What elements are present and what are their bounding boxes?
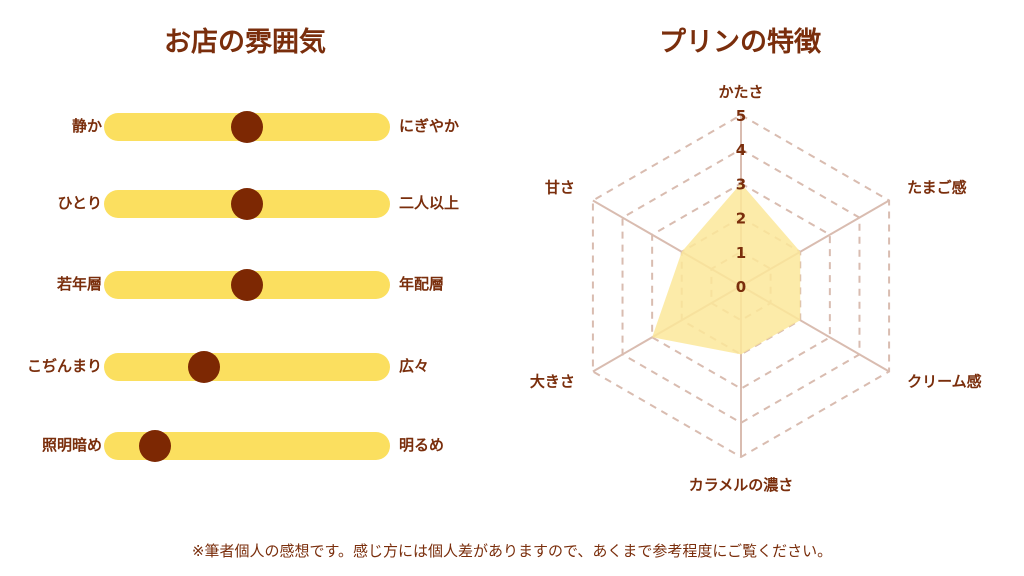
footnote: ※筆者個人の感想です。感じ方には個人差がありますので、あくまで参考程度にご覧くだ… <box>191 542 833 560</box>
radar-tick-label: 0 <box>736 278 746 296</box>
slider-row-quiet-lively: 静か にぎやか <box>0 106 520 146</box>
radar-tick-label: 3 <box>736 175 746 193</box>
slider-left-label: ひとり <box>57 194 102 212</box>
radar-axis-label: たまご感 <box>907 179 967 197</box>
radar-data-area <box>652 183 801 355</box>
slider-knob <box>188 351 221 383</box>
slider-track <box>104 188 390 220</box>
radar-axis-label: かたさ <box>718 83 763 101</box>
radar-tick-label: 5 <box>736 107 746 125</box>
slider-row-cozy-spacious: こぢんまり 広々 <box>0 346 520 386</box>
radar-tick-label: 4 <box>736 141 746 159</box>
atmosphere-title: お店の雰囲気 <box>164 27 326 58</box>
radar-axis-label: クリーム感 <box>907 373 982 391</box>
radar-axis-label: 大きさ <box>530 373 575 391</box>
slider-left-label: 照明暗め <box>41 436 102 454</box>
radar-axis-label: 甘さ <box>545 179 575 197</box>
slider-knob <box>231 188 263 220</box>
slider-row-dim-bright: 照明暗め 明るめ <box>0 425 520 465</box>
slider-track <box>104 111 390 143</box>
slider-right-label: 広々 <box>399 357 430 375</box>
slider-knob <box>139 430 172 462</box>
slider-right-label: 年配層 <box>399 275 445 293</box>
slider-row-solo-group: ひとり 二人以上 <box>0 183 520 223</box>
slider-track <box>104 430 390 462</box>
slider-knob <box>231 269 263 301</box>
radar-axis-label: カラメルの濃さ <box>689 476 794 494</box>
slider-left-label: 静か <box>71 117 102 135</box>
slider-left-label: 若年層 <box>56 275 102 293</box>
slider-right-label: 二人以上 <box>399 194 460 212</box>
slider-right-label: 明るめ <box>399 436 445 454</box>
radar-tick-label: 2 <box>736 210 746 228</box>
pudding-features-title: プリンの特徴 <box>659 27 821 58</box>
slider-row-young-old: 若年層 年配層 <box>0 264 520 304</box>
radar-tick-label: 1 <box>736 244 746 262</box>
slider-track <box>104 269 390 301</box>
slider-left-label: こぢんまり <box>26 357 102 375</box>
slider-knob <box>231 111 263 143</box>
slider-right-label: にぎやか <box>399 117 460 135</box>
slider-track <box>104 351 390 383</box>
